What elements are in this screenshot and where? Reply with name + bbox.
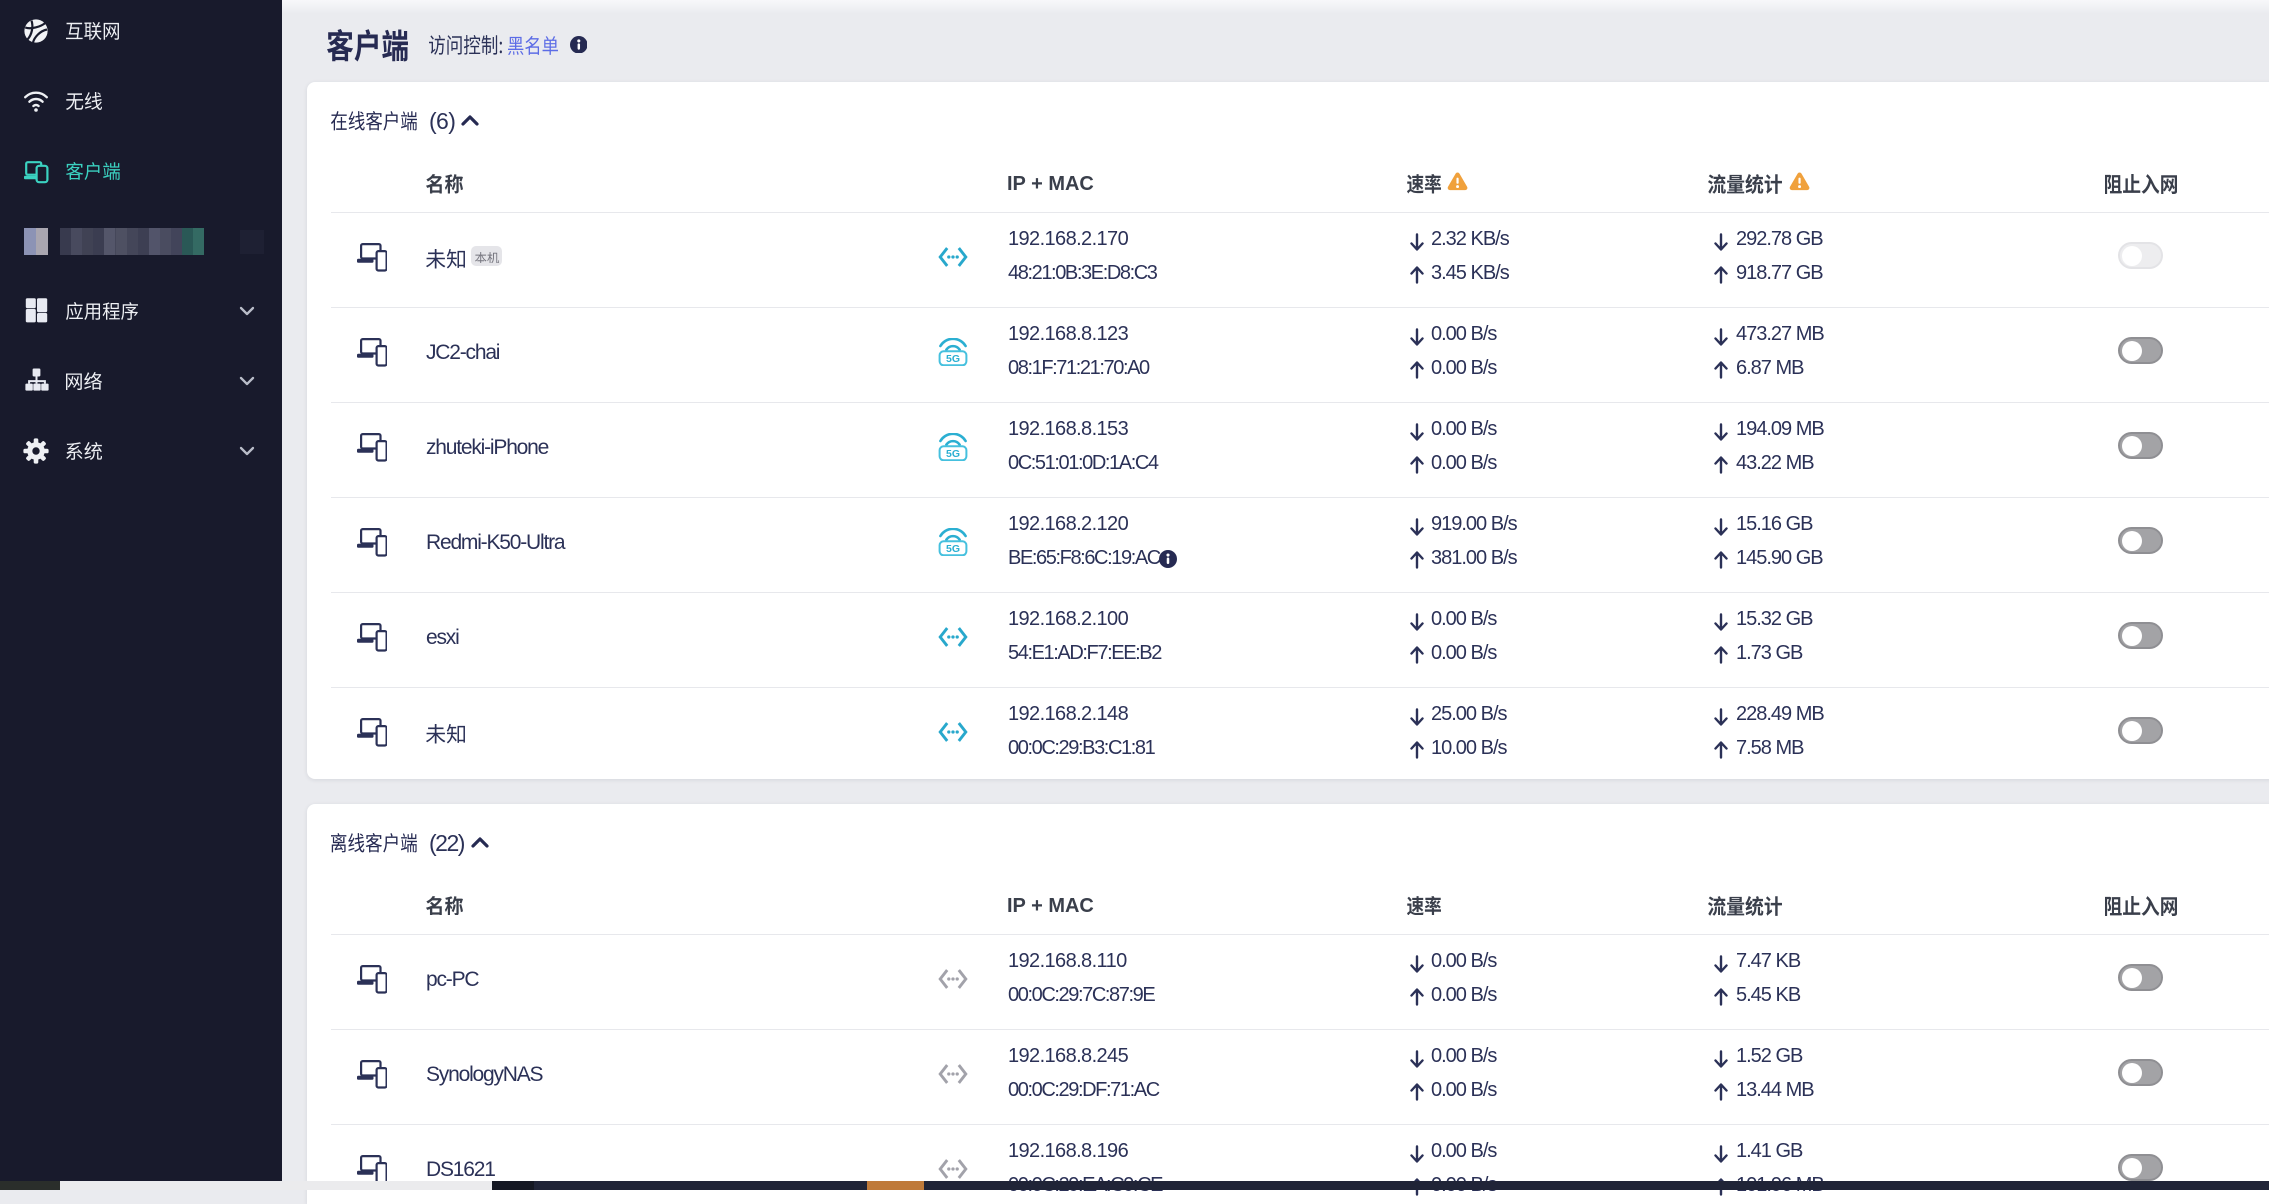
svg-text:5G: 5G bbox=[946, 448, 960, 460]
svg-text:5G: 5G bbox=[946, 543, 960, 555]
svg-text:5G: 5G bbox=[946, 353, 960, 365]
